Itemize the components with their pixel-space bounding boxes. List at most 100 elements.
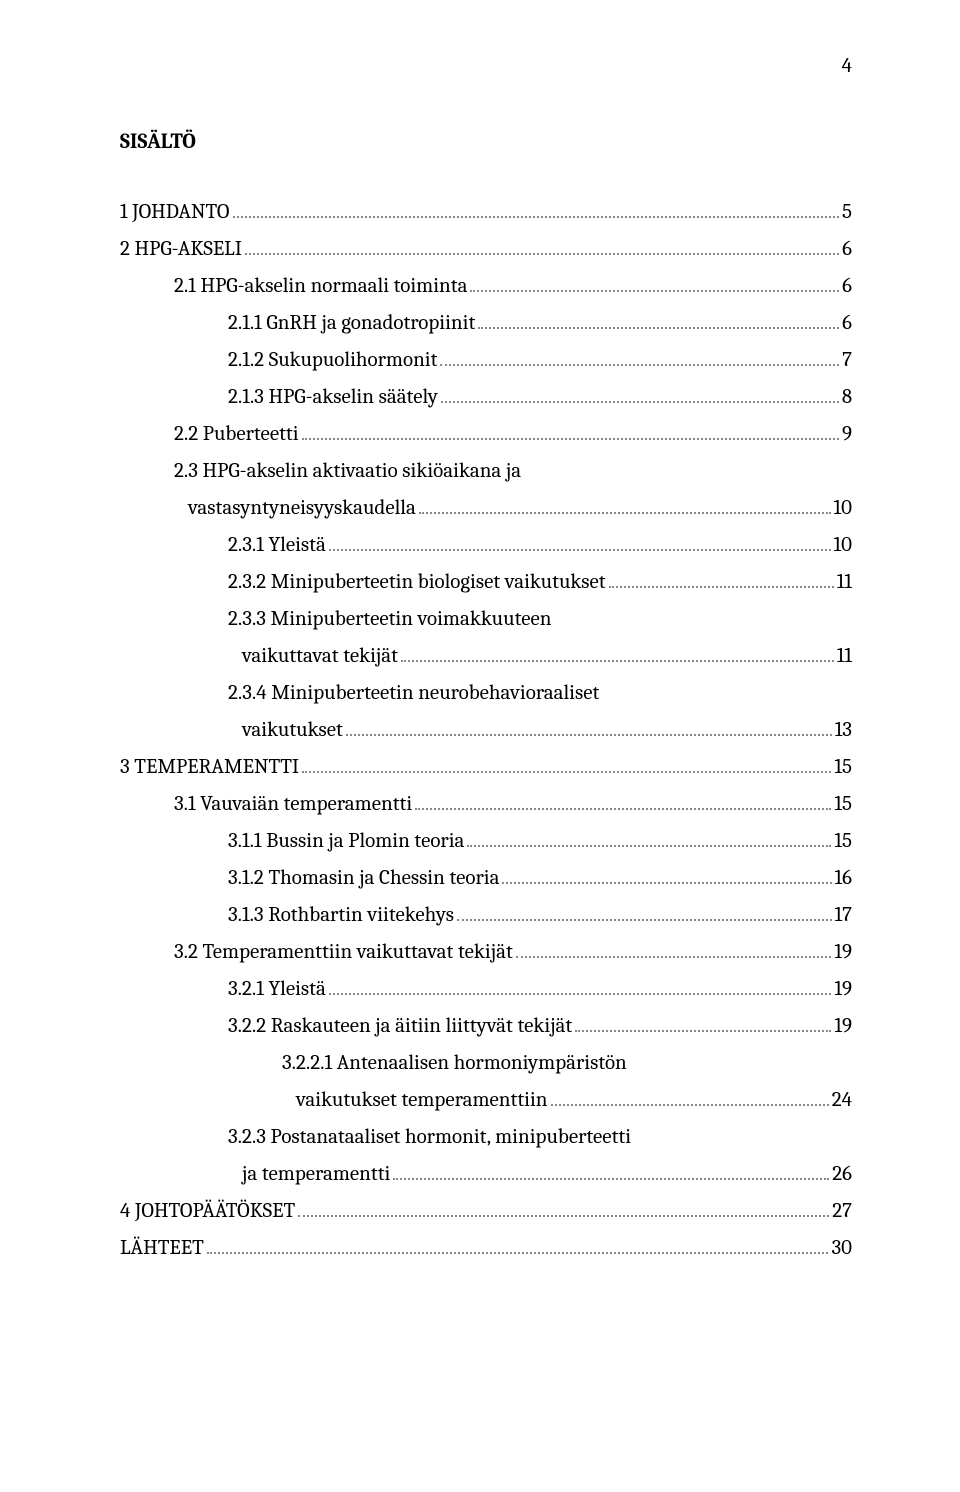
toc-line: vastasyntyneisyyskaudella10 xyxy=(120,498,852,519)
toc-label: 2.1.2 Sukupuolihormonit xyxy=(228,350,437,371)
toc-page: 30 xyxy=(831,1238,852,1259)
toc-line: 3.2.3 Postanataaliset hormonit, minipube… xyxy=(120,1127,852,1148)
toc-leader xyxy=(233,216,840,218)
toc-leader xyxy=(346,734,832,736)
toc-page: 7 xyxy=(842,350,852,371)
toc-line: 3.1.1 Bussin ja Plomin teoria 15 xyxy=(120,831,852,852)
toc-page: 5 xyxy=(842,202,852,223)
toc-page: 9 xyxy=(842,424,852,445)
toc-label: LÄHTEET xyxy=(120,1238,204,1259)
toc-line: 2.3.4 Minipuberteetin neurobehavioraalis… xyxy=(120,683,852,704)
toc-page: 17 xyxy=(835,905,852,926)
toc-label: 3 TEMPERAMENTTI xyxy=(120,757,299,778)
toc-label: 2.3.2 Minipuberteetin biologiset vaikutu… xyxy=(228,572,606,593)
toc-page: 19 xyxy=(834,1016,852,1037)
toc-leader xyxy=(441,401,839,403)
toc-page: 15 xyxy=(834,757,852,778)
toc-leader xyxy=(329,549,831,551)
toc-line: 2.1.1 GnRH ja gonadotropiinit 6 xyxy=(120,313,852,334)
toc-label: vaikutukset xyxy=(242,720,343,741)
toc-label: 2.2 Puberteetti xyxy=(174,424,299,445)
content-area: SISÄLTÖ 1 JOHDANTO52 HPG-AKSELI62.1 HPG-… xyxy=(0,0,960,1259)
toc-leader xyxy=(502,882,831,884)
toc-page: 27 xyxy=(832,1201,852,1222)
toc-page: 8 xyxy=(842,387,852,408)
page-title: SISÄLTÖ xyxy=(120,130,852,154)
toc-label: 2.1.3 HPG-akselin säätely xyxy=(228,387,438,408)
toc-label: 2.1 HPG-akselin normaali toiminta xyxy=(174,276,467,297)
toc-page: 6 xyxy=(842,313,852,334)
toc-line: 2 HPG-AKSELI 6 xyxy=(120,239,852,260)
toc-leader xyxy=(516,956,832,958)
toc-leader xyxy=(551,1104,829,1106)
toc-label: vaikuttavat tekijät xyxy=(242,646,398,667)
toc-leader xyxy=(329,993,831,995)
toc-line: 3.1 Vauvaiän temperamentti15 xyxy=(120,794,852,815)
toc-leader xyxy=(245,253,839,255)
toc-label: 2.3.4 Minipuberteetin neurobehavioraalis… xyxy=(228,683,599,704)
toc-page: 19 xyxy=(834,942,852,963)
toc-line: LÄHTEET 30 xyxy=(120,1238,852,1259)
toc-page: 6 xyxy=(842,239,852,260)
toc-leader xyxy=(393,1178,829,1180)
toc-line: vaikutukset 13 xyxy=(120,720,852,741)
toc-leader xyxy=(207,1252,829,1254)
toc-page: 13 xyxy=(835,720,852,741)
toc-leader xyxy=(609,586,834,588)
toc-line: 2.1 HPG-akselin normaali toiminta 6 xyxy=(120,276,852,297)
toc-page: 15 xyxy=(834,794,852,815)
toc-line: 3 TEMPERAMENTTI 15 xyxy=(120,757,852,778)
toc-line: vaikuttavat tekijät 11 xyxy=(120,646,852,667)
toc-leader xyxy=(302,438,839,440)
toc-label: 2.3 HPG-akselin aktivaatio sikiöaikana j… xyxy=(174,461,521,482)
toc-page: 11 xyxy=(837,646,852,667)
toc-page: 15 xyxy=(834,831,852,852)
toc-label: 3.1.3 Rothbartin viitekehys xyxy=(228,905,454,926)
toc-label: vaikutukset temperamenttiin xyxy=(296,1090,548,1111)
toc-label: 2.3.1 Yleistä xyxy=(228,535,326,556)
toc-line: 3.1.3 Rothbartin viitekehys 17 xyxy=(120,905,852,926)
toc-leader xyxy=(298,1215,829,1217)
toc-leader xyxy=(419,512,831,514)
page-number: 4 xyxy=(842,54,852,78)
toc-leader xyxy=(401,660,834,662)
toc-line: 3.2.2.1 Antenaalisen hormoniympäristön xyxy=(120,1053,852,1074)
toc-label: 3.1.1 Bussin ja Plomin teoria xyxy=(228,831,464,852)
toc-leader xyxy=(478,327,839,329)
toc-page: 26 xyxy=(832,1164,852,1185)
toc-line: 3.2.2 Raskauteen ja äitiin liittyvät tek… xyxy=(120,1016,852,1037)
toc-line: 3.2 Temperamenttiin vaikuttavat tekijät 1… xyxy=(120,942,852,963)
toc-label: 2 HPG-AKSELI xyxy=(120,239,242,260)
toc-line: 2.1.3 HPG-akselin säätely 8 xyxy=(120,387,852,408)
toc-leader xyxy=(440,364,839,366)
toc-line: 2.2 Puberteetti 9 xyxy=(120,424,852,445)
toc-label: 2.1.1 GnRH ja gonadotropiinit xyxy=(228,313,475,334)
toc-page: 19 xyxy=(834,979,852,1000)
toc-line: vaikutukset temperamenttiin 24 xyxy=(120,1090,852,1111)
toc-page: 6 xyxy=(842,276,852,297)
toc-label: 3.2 Temperamenttiin vaikuttavat tekijät xyxy=(174,942,513,963)
toc-line: 2.3.1 Yleistä 10 xyxy=(120,535,852,556)
toc-leader xyxy=(302,771,831,773)
toc-line: 3.2.1 Yleistä19 xyxy=(120,979,852,1000)
toc-label: 2.3.3 Minipuberteetin voimakkuuteen xyxy=(228,609,551,630)
toc-page: 10 xyxy=(834,535,852,556)
toc-label: 3.2.3 Postanataaliset hormonit, minipube… xyxy=(228,1127,631,1148)
toc-label: 3.2.2.1 Antenaalisen hormoniympäristön xyxy=(282,1053,627,1074)
toc-line: 2.3 HPG-akselin aktivaatio sikiöaikana j… xyxy=(120,461,852,482)
toc-label: ja temperamentti xyxy=(242,1164,390,1185)
toc-page: 24 xyxy=(832,1090,852,1111)
toc-leader xyxy=(470,290,839,292)
toc-label: 4 JOHTOPÄÄTÖKSET xyxy=(120,1201,295,1222)
toc-label: vastasyntyneisyyskaudella xyxy=(188,498,416,519)
table-of-contents: 1 JOHDANTO52 HPG-AKSELI62.1 HPG-akselin … xyxy=(120,202,852,1259)
toc-label: 3.2.2 Raskauteen ja äitiin liittyvät tek… xyxy=(228,1016,572,1037)
toc-line: 1 JOHDANTO 5 xyxy=(120,202,852,223)
toc-line: 2.1.2 Sukupuolihormonit 7 xyxy=(120,350,852,371)
toc-leader xyxy=(415,808,831,810)
toc-line: 3.1.2 Thomasin ja Chessin teoria16 xyxy=(120,868,852,889)
toc-line: ja temperamentti 26 xyxy=(120,1164,852,1185)
toc-line: 4 JOHTOPÄÄTÖKSET 27 xyxy=(120,1201,852,1222)
toc-label: 1 JOHDANTO xyxy=(120,202,230,223)
toc-leader xyxy=(467,845,831,847)
